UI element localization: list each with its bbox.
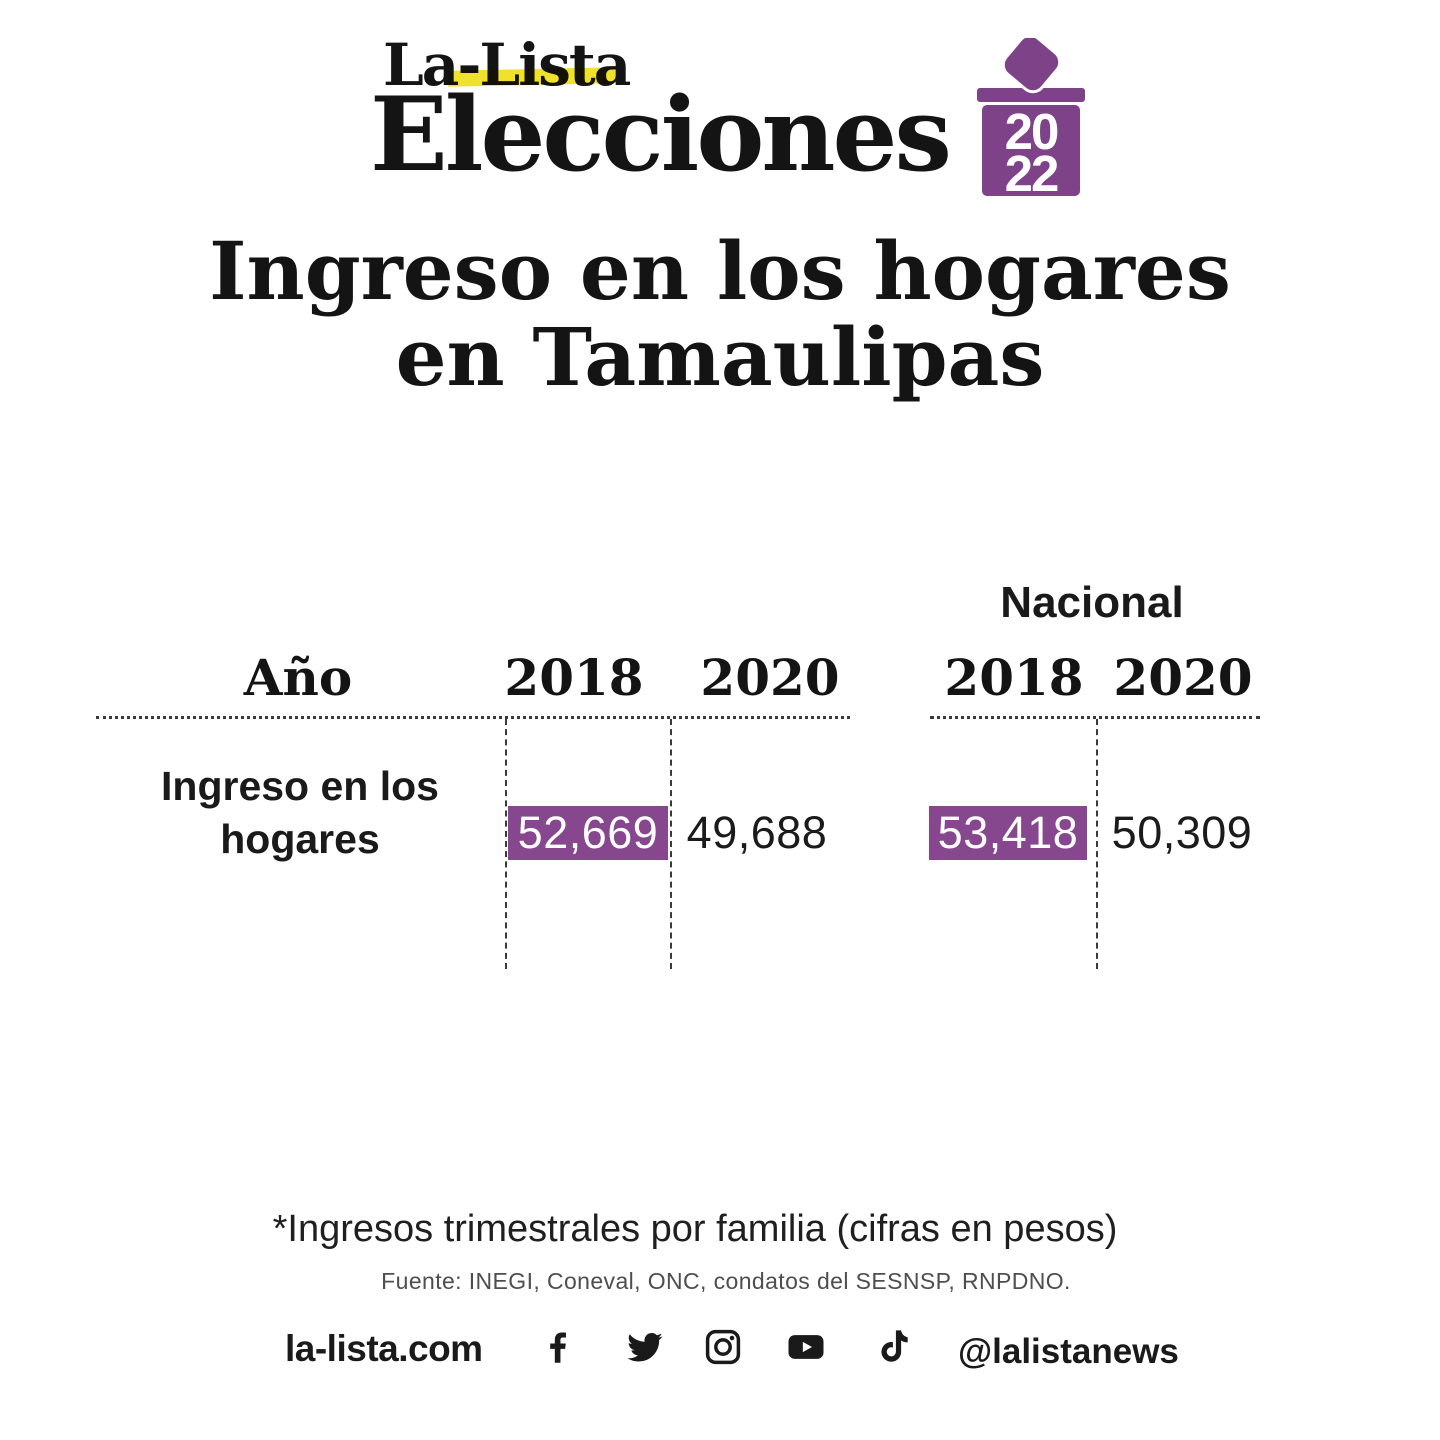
value-nacional-2018-highlighted: 53,418 — [929, 806, 1087, 860]
column-header-nacional-2020: 2020 — [1113, 648, 1253, 707]
social-handle: @lalistanews — [958, 1332, 1179, 1371]
value-tamaulipas-2018-highlighted: 52,669 — [508, 806, 668, 860]
table-rule-vertical-tam-right — [670, 719, 672, 969]
instagram-icon — [705, 1329, 741, 1365]
twitter-icon — [627, 1332, 663, 1362]
table-rule-horizontal-right — [930, 716, 1260, 719]
column-header-tam-2020: 2020 — [700, 648, 840, 707]
tiktok-icon — [881, 1330, 908, 1362]
page-title-line1: Ingreso en los hogares — [209, 224, 1231, 318]
value-nacional-2020: 50,309 — [1111, 807, 1253, 858]
facebook-icon — [550, 1332, 567, 1363]
ballot-year-bottom: 22 — [1005, 145, 1058, 198]
table-rule-vertical-tam-left — [505, 719, 507, 969]
row-label-line1: Ingreso en los — [161, 763, 439, 809]
page-title: Ingreso en los hogares en Tamaulipas — [0, 228, 1440, 401]
youtube-icon — [788, 1335, 824, 1359]
ballot-box-2022-icon: 20 22 — [977, 38, 1085, 198]
elecciones-logo-text: Elecciones — [370, 75, 952, 195]
table-rule-horizontal-left — [96, 716, 850, 719]
column-header-tam-2018: 2018 — [504, 648, 644, 707]
column-header-ano: Año — [243, 648, 353, 707]
page-title-line2: en Tamaulipas — [395, 310, 1045, 405]
source-attribution: Fuente: INEGI, Coneval, ONC, condatos de… — [381, 1268, 1071, 1294]
row-label-line2: hogares — [220, 816, 380, 863]
row-label-ingreso: Ingreso en los hogares — [120, 760, 480, 867]
value-tamaulipas-2020: 49,688 — [686, 807, 828, 858]
website-url: la-lista.com — [285, 1328, 483, 1369]
footnote: *Ingresos trimestrales por familia (cifr… — [272, 1208, 1118, 1250]
table-rule-vertical-nacional — [1096, 719, 1098, 969]
nacional-group-header: Nacional — [1000, 578, 1184, 627]
ballot-year-top: 20 — [1005, 103, 1058, 160]
column-header-nacional-2018: 2018 — [944, 648, 1084, 707]
